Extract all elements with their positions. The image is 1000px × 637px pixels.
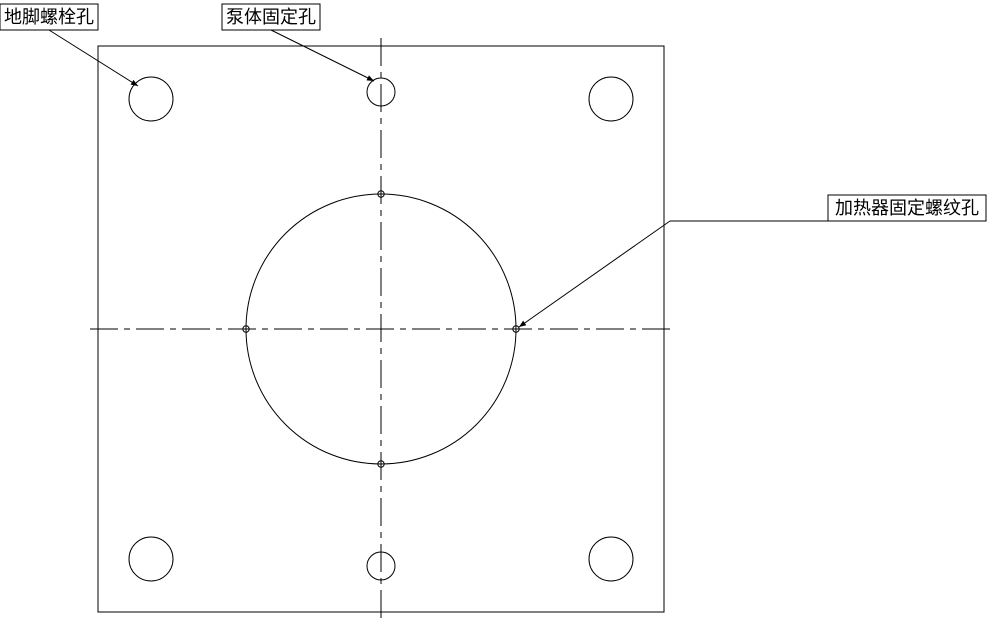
label-heater-thread-text: 加热器固定螺纹孔	[835, 198, 979, 218]
label-pump-fixing-text: 泵体固定孔	[226, 7, 316, 27]
engineering-drawing: 地脚螺栓孔 泵体固定孔加热器固定螺纹孔	[0, 0, 1000, 637]
canvas-bg	[0, 0, 1000, 637]
label-anchor-bolt-text: 地脚螺栓孔	[4, 7, 94, 27]
